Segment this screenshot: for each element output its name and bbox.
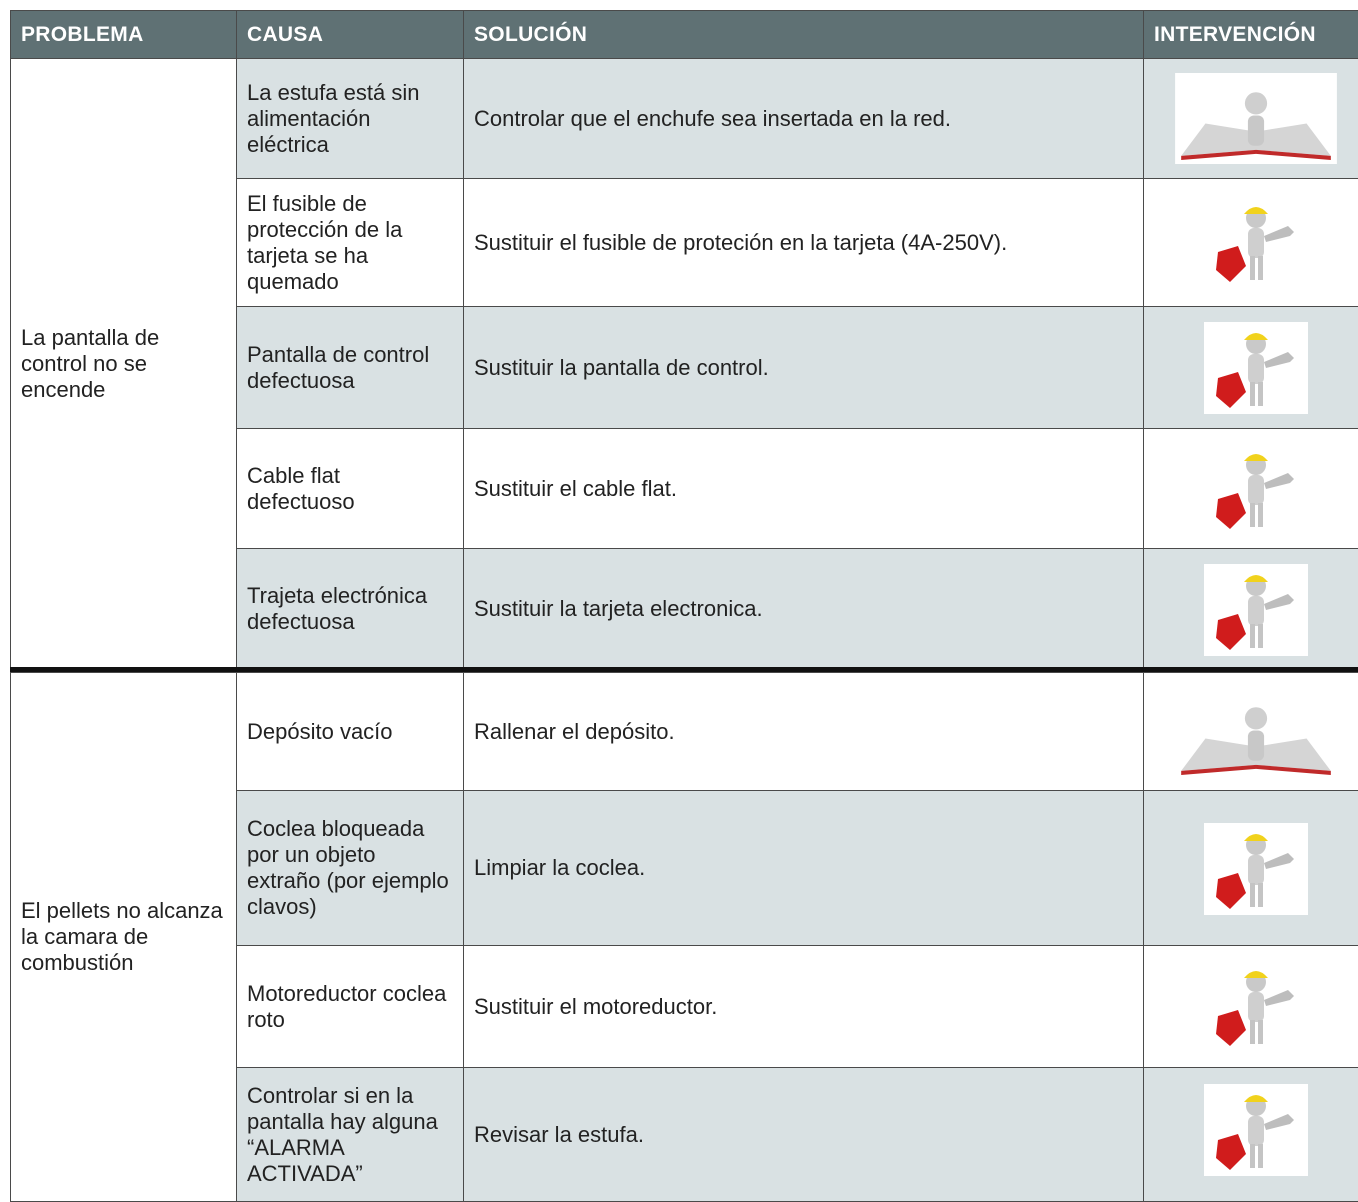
solution-cell: Limpiar la coclea. [463,790,1144,946]
solution-cell: Revisar la estufa. [463,1067,1144,1202]
solution-cell: Sustituir el motoreductor. [463,945,1144,1068]
header-cell: CAUSA [236,10,464,59]
solution-cell: Controlar que el enchufe sea insertada e… [463,58,1144,179]
header-cell: INTERVENCIÓN [1143,10,1358,59]
cause-cell: La estufa está sin alimentación eléctric… [236,58,464,179]
solution-cell: Rallenar el depósito. [463,672,1144,791]
technician-icon [1204,564,1308,656]
problem-cell: El pellets no alcanza la camara de combu… [10,672,237,1202]
solution-cell: Sustituir la pantalla de control. [463,306,1144,429]
solution-cell: Sustituir el fusible de proteción en la … [463,178,1144,307]
cause-cell: Trajeta electrónica defectuosa [236,548,464,669]
header-cell: SOLUCIÓN [463,10,1144,59]
technician-icon [1204,322,1308,414]
solution-cell: Sustituir la tarjeta electronica. [463,548,1144,669]
group-divider [10,667,1358,672]
solution-cell: Sustituir el cable flat. [463,428,1144,549]
technician-icon [1204,1084,1308,1176]
cause-cell: Pantalla de control defectuosa [236,306,464,429]
manual-icon [1172,73,1340,164]
cause-cell: Controlar si en la pantalla hay alguna “… [236,1067,464,1202]
header-cell: PROBLEMA [10,10,237,59]
cause-cell: Coclea bloqueada por un objeto extraño (… [236,790,464,946]
cause-cell: Motoreductor coclea roto [236,945,464,1068]
technician-icon [1204,823,1308,915]
technician-icon [1204,960,1308,1052]
problem-cell: La pantalla de control no se encende [10,58,237,669]
technician-icon [1204,196,1308,288]
cause-cell: El fusible de protección de la tarjeta s… [236,178,464,307]
technician-icon [1204,443,1308,535]
manual-icon [1172,688,1340,779]
cause-cell: Depósito vacío [236,672,464,791]
cause-cell: Cable flat defectuoso [236,428,464,549]
